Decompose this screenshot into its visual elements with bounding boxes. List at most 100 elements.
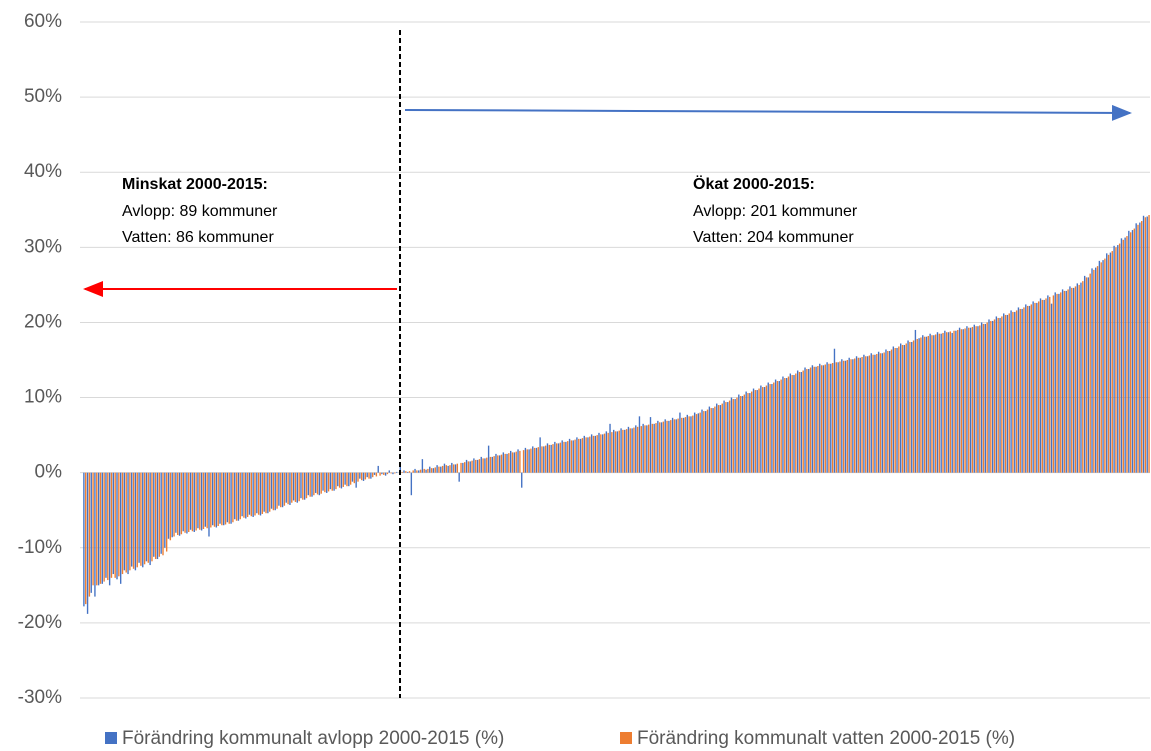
- bar: [931, 335, 933, 473]
- bar: [852, 359, 854, 473]
- bar: [668, 420, 670, 473]
- bar: [230, 472, 232, 524]
- bar: [688, 416, 690, 473]
- bar: [436, 465, 438, 473]
- bar: [546, 443, 549, 473]
- bar: [405, 471, 407, 473]
- bar: [752, 388, 755, 473]
- bar: [145, 472, 148, 562]
- bar: [605, 431, 608, 473]
- bar: [857, 357, 860, 473]
- bar: [988, 319, 990, 473]
- bar: [537, 447, 539, 473]
- bar: [1095, 267, 1097, 473]
- bar: [379, 472, 381, 476]
- bar: [1069, 286, 1071, 473]
- bar: [86, 472, 89, 614]
- bar: [916, 338, 918, 473]
- bar: [1117, 245, 1119, 473]
- y-tick-label: 50%: [24, 86, 62, 107]
- bar: [1096, 266, 1099, 473]
- bar: [554, 441, 556, 473]
- bar: [1091, 268, 1093, 473]
- bar: [960, 329, 963, 473]
- bar: [331, 472, 333, 491]
- bar: [359, 472, 361, 479]
- bar: [900, 343, 902, 473]
- bar: [1019, 308, 1021, 473]
- bar: [559, 442, 562, 473]
- bar: [574, 439, 576, 473]
- y-tick-label: -20%: [18, 612, 62, 633]
- bar: [256, 472, 258, 514]
- bar: [274, 472, 276, 511]
- bar: [257, 472, 260, 515]
- bar: [1071, 287, 1073, 473]
- y-tick-label: 40%: [24, 161, 62, 182]
- bar: [406, 471, 409, 473]
- bar: [557, 443, 560, 473]
- bar: [1120, 238, 1123, 473]
- bar: [351, 472, 354, 482]
- bar: [300, 472, 302, 499]
- bar: [697, 413, 700, 473]
- bar: [421, 459, 424, 473]
- bar: [471, 460, 473, 473]
- bar: [458, 472, 460, 482]
- bar: [736, 397, 738, 473]
- bar: [305, 472, 308, 499]
- bar: [728, 400, 731, 473]
- bar: [984, 323, 987, 473]
- bar: [491, 456, 493, 473]
- bar: [294, 472, 297, 502]
- bar: [429, 466, 431, 473]
- bar: [434, 467, 436, 473]
- bar: [460, 462, 462, 473]
- bar: [673, 419, 676, 473]
- bar: [876, 353, 878, 473]
- bar: [1141, 221, 1143, 473]
- bar: [440, 466, 442, 473]
- bar: [1102, 260, 1104, 473]
- bar: [929, 333, 931, 473]
- bar: [215, 472, 218, 528]
- bar: [798, 372, 801, 473]
- bar: [1017, 307, 1020, 473]
- bar: [243, 472, 245, 518]
- bar: [337, 472, 339, 487]
- bar: [717, 405, 720, 473]
- bar: [1146, 216, 1148, 473]
- bar: [522, 450, 525, 473]
- bar: [85, 472, 87, 605]
- bar: [1008, 313, 1010, 473]
- bar: [714, 406, 716, 473]
- bar: [464, 462, 466, 473]
- legend-label: Förändring kommunalt avlopp 2000-2015 (%…: [122, 728, 504, 749]
- bar: [129, 472, 131, 571]
- bar: [313, 472, 315, 496]
- bar: [508, 453, 510, 473]
- bar: [1080, 282, 1082, 473]
- bar: [601, 434, 604, 473]
- bar: [598, 432, 600, 473]
- bar: [1056, 293, 1058, 473]
- bar: [855, 356, 858, 473]
- bar: [760, 385, 762, 473]
- bar: [817, 366, 819, 473]
- bar: [804, 367, 806, 473]
- bar: [1037, 301, 1040, 473]
- bar: [493, 456, 495, 473]
- bar: [1072, 287, 1075, 473]
- bar: [765, 385, 768, 473]
- bar: [819, 363, 821, 473]
- bar: [1052, 295, 1055, 473]
- bar: [920, 337, 922, 473]
- bar: [647, 424, 650, 473]
- bar: [208, 472, 210, 537]
- bar: [326, 472, 328, 493]
- bar: [841, 359, 843, 473]
- bar: [484, 458, 486, 473]
- bar: [883, 352, 885, 473]
- bar: [993, 319, 996, 473]
- bar: [188, 472, 190, 533]
